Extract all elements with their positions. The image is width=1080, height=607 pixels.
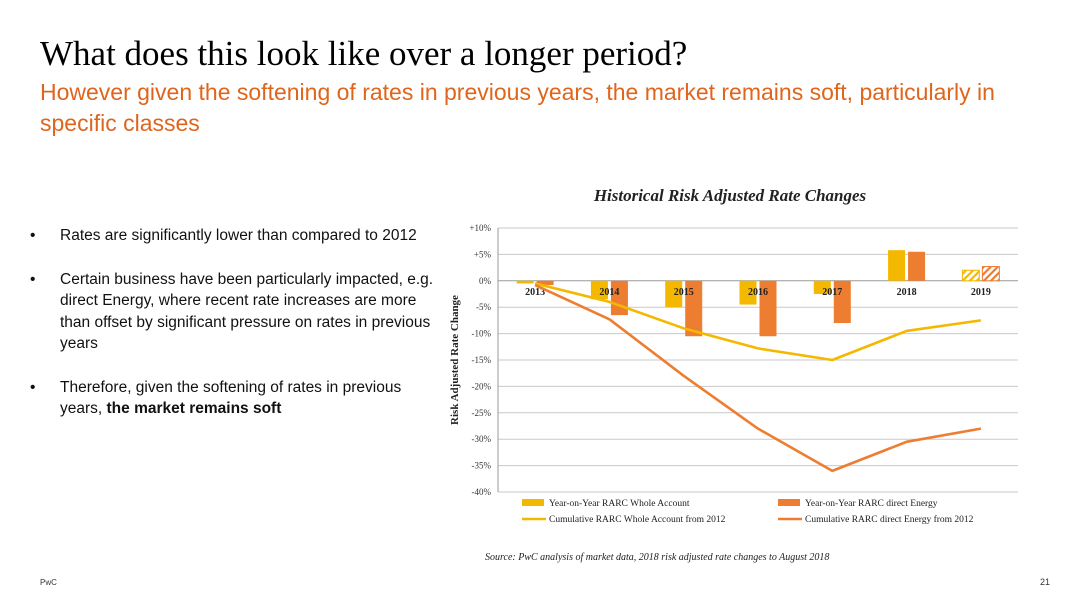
legend-label: Year-on-Year RARC Whole Account [549,499,690,509]
x-tick-label: 2018 [897,287,917,298]
bullet-item: Certain business have been particularly … [30,269,440,355]
footer-brand: PwC [40,578,57,587]
bar [590,280,608,300]
x-tick-label: 2017 [822,287,842,298]
legend-swatch [778,499,800,506]
x-tick-label: 2019 [971,287,991,298]
chart-title: Historical Risk Adjusted Rate Changes [593,186,867,205]
x-tick-label: 2015 [674,287,694,298]
bar [536,280,554,286]
bar [739,280,757,305]
slide-title: What does this look like over a longer p… [40,34,688,73]
y-tick-label: 0% [479,276,492,286]
bullet-list: Rates are significantly lower than compa… [30,225,440,442]
y-tick-label: -20% [472,381,492,391]
x-tick-label: 2013 [525,287,545,298]
bullet-item: Therefore, given the softening of rates … [30,377,440,420]
bar [833,280,851,324]
bar [961,269,980,282]
bullet-bold-text: the market remains soft [106,400,282,417]
bar [888,250,906,281]
page-number: 21 [1039,577,1050,587]
slide-subtitle: However given the softening of rates in … [40,79,995,136]
series-line [534,282,982,362]
y-axis-label: Risk Adjusted Rate Change [449,295,461,425]
bar [813,280,831,294]
bullet-text: Certain business have been particularly … [60,270,434,353]
bar [908,251,926,281]
y-tick-label: -30% [472,434,492,444]
y-tick-label: -10% [472,329,492,339]
series-line [534,283,982,473]
legend-swatch [522,499,544,506]
source-note: Source: PwC analysis of market data, 201… [485,552,830,563]
y-tick-label: -35% [472,461,492,471]
y-tick-label: -15% [472,355,492,365]
bullet-text: Rates are significantly lower than compa… [60,227,417,244]
bar [759,280,777,337]
y-tick-label: +5% [474,249,492,259]
y-tick-label: -25% [472,408,492,418]
legend-label: Cumulative RARC Whole Account from 2012 [549,514,726,525]
bar [685,280,703,337]
bullet-text: Therefore, given the softening of rates … [60,378,402,418]
bar [981,266,1000,282]
x-tick-label: 2016 [748,287,768,298]
y-tick-label: +10% [469,223,491,233]
rate-change-chart: +10% +5% 0% -5% -10% -15% -20% -25% -30% -35% -40%… [449,223,1018,525]
bar [665,280,683,308]
y-tick-label: -5% [476,302,491,312]
bar [516,280,534,284]
bullet-item: Rates are significantly lower than compa… [30,225,440,247]
legend-label: Cumulative RARC direct Energy from 2012 [805,514,974,525]
x-tick-label: 2014 [599,287,619,298]
y-tick-label: -40% [472,487,492,497]
legend-label: Year-on-Year RARC direct Energy [805,499,938,509]
